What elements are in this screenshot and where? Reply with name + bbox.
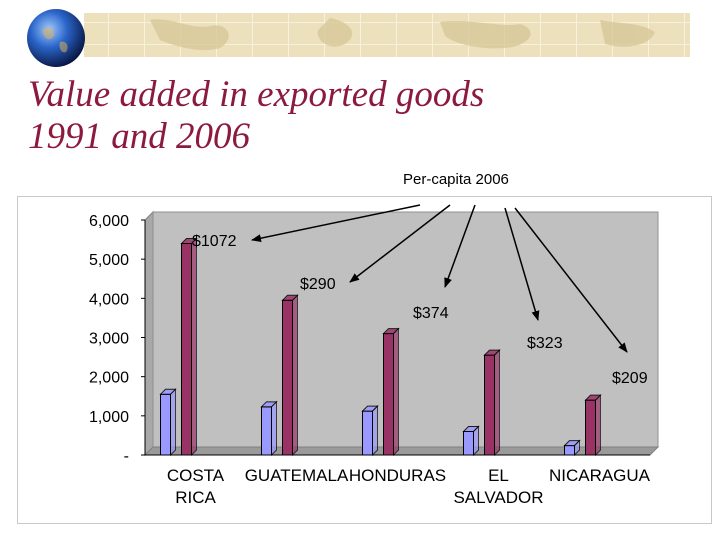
annotation-label: $290 (300, 276, 336, 293)
annotation-label: $209 (612, 370, 648, 387)
bar-front (484, 354, 495, 456)
annotation-arrow (444, 204, 476, 288)
x-tick-label: SALVADOR (453, 488, 543, 507)
annotation-arrow (349, 204, 451, 283)
y-tick-label: 4,000 (89, 291, 129, 308)
bar (281, 294, 299, 457)
slide-title: Value added in exported goods 1991 and 2… (28, 74, 484, 158)
annotation-arrow (251, 204, 421, 243)
bar-side (494, 348, 500, 457)
y-tick-label: 2,000 (89, 370, 129, 387)
x-tick-label: GUATEMALA (245, 466, 349, 485)
annotation-arrow (504, 207, 540, 321)
bar-front (181, 243, 192, 456)
x-tick-label: COSTA (167, 466, 225, 485)
bar-side (595, 393, 601, 457)
bar-front (585, 399, 596, 456)
bar (361, 404, 379, 457)
bar-front (261, 406, 272, 456)
map-landmass (150, 18, 655, 51)
bar-front (362, 410, 373, 456)
x-tick-label: NICARAGUA (549, 466, 651, 485)
bar-side (473, 425, 479, 457)
annotation-label: $323 (527, 335, 563, 352)
slide-title-line-1: Value added in exported goods (28, 74, 485, 115)
annotation-label: $374 (413, 305, 449, 322)
bar (584, 393, 602, 457)
bar-side (292, 294, 298, 457)
header-banner (27, 9, 690, 67)
plot-back-wall (152, 211, 659, 448)
bar (462, 425, 480, 457)
bar-front (160, 393, 171, 456)
y-tick-label: 1,000 (89, 409, 129, 426)
y-tick-label: 6,000 (89, 213, 129, 230)
slide-title-line-2: 1991 and 2006 (28, 116, 250, 157)
globe-icon (27, 9, 85, 67)
bar (180, 237, 198, 457)
bar-side (393, 327, 399, 457)
bar-front (282, 299, 293, 456)
callout-title: Per-capita 2006 (403, 171, 509, 188)
bar-side (170, 388, 176, 457)
annotation-arrow (514, 207, 628, 353)
bar-front (564, 445, 575, 456)
plot-floor (143, 446, 660, 456)
bar (260, 400, 278, 457)
bar (563, 439, 581, 457)
plot-side-wall (144, 210, 154, 457)
x-tick-label: HONDURAS (349, 466, 446, 485)
bar-side (191, 237, 197, 457)
x-tick-label: EL (488, 466, 509, 485)
bar-front (463, 431, 474, 456)
bar (483, 348, 501, 457)
y-tick-label: - (124, 448, 129, 465)
bar-front (383, 333, 394, 456)
bar (159, 388, 177, 457)
bar-side (372, 404, 378, 457)
annotation-label: $1072 (192, 233, 237, 250)
y-tick-label: 5,000 (89, 252, 129, 269)
bar-side (271, 400, 277, 457)
globe-continents (42, 27, 68, 53)
bar (382, 327, 400, 457)
y-tick-label: 3,000 (89, 331, 129, 348)
bar-side (574, 439, 580, 457)
x-tick-label: RICA (175, 488, 216, 507)
